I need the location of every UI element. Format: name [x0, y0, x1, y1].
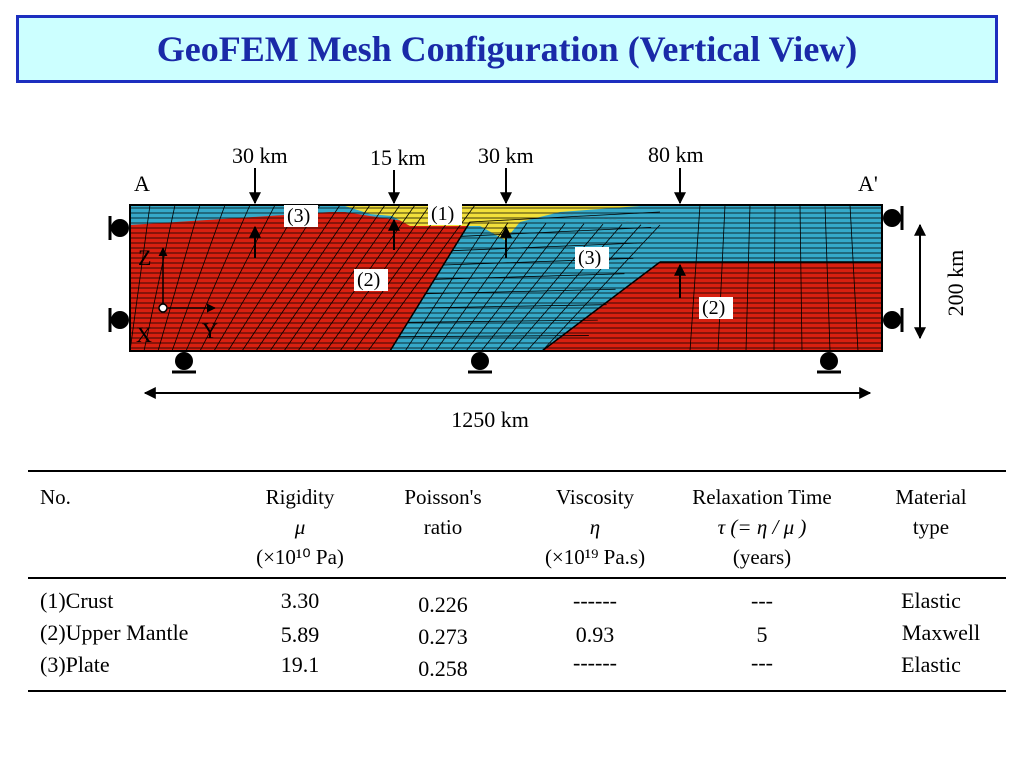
- header-no: No.: [40, 485, 71, 509]
- mesh-outline: [129, 204, 883, 352]
- row-2-relaxation: 5: [756, 622, 768, 647]
- header-relaxation: Relaxation Time τ (= η / μ ) (years): [692, 485, 832, 569]
- row-1-no: (1)Crust: [40, 588, 114, 613]
- row-3-relaxation: ---: [751, 650, 773, 675]
- right-supports: [883, 206, 904, 332]
- axis-indicator: Z X Y: [136, 245, 218, 347]
- header-poisson: Poisson's ratio: [404, 485, 482, 539]
- row-1-viscosity: ------: [573, 588, 617, 613]
- header-viscosity: Viscosity η (×10¹⁹ Pa.s): [544, 485, 646, 569]
- depth-30km-left: 30 km: [232, 143, 288, 168]
- region-tag-mantle-left: (2): [354, 269, 388, 291]
- header-rigidity: Rigidity μ (×10¹⁰ Pa): [256, 485, 344, 569]
- svg-text:(2): (2): [357, 269, 380, 291]
- table-top-rule: [28, 470, 1006, 472]
- row-3-viscosity: ------: [573, 650, 617, 675]
- row-2-no: (2)Upper Mantle: [40, 620, 189, 645]
- table-bottom-rule: [28, 690, 1006, 692]
- depth-30km-mid: 30 km: [478, 143, 534, 168]
- title-banner: GeoFEM Mesh Configuration (Vertical View…: [16, 15, 998, 83]
- height-200km: 200 km: [943, 250, 968, 317]
- width-1250km: 1250 km: [451, 407, 529, 432]
- depth-80km: 80 km: [648, 142, 704, 167]
- row-2-material: Maxwell: [901, 620, 981, 645]
- row-2-viscosity: 0.93: [575, 622, 615, 647]
- row-3-poisson: 0.258: [418, 656, 468, 681]
- axis-z-label: Z: [138, 245, 151, 270]
- mesh-regions: [130, 205, 882, 351]
- row-2-rigidity: 5.89: [280, 622, 320, 647]
- axis-y-label: Y: [202, 318, 218, 343]
- row-1-relaxation: ---: [751, 588, 773, 613]
- region-tag-crust: (1): [428, 203, 462, 225]
- bottom-supports: [172, 352, 841, 374]
- row-1-material: Elastic: [901, 588, 961, 613]
- label-a-prime: A': [858, 171, 878, 196]
- svg-text:(2): (2): [702, 297, 725, 319]
- page-title: GeoFEM Mesh Configuration (Vertical View…: [156, 29, 858, 69]
- subducting-plate: [390, 212, 882, 351]
- svg-text:(3): (3): [287, 205, 310, 227]
- region-tag-plate-left: (3): [284, 205, 318, 227]
- svg-text:(3): (3): [578, 247, 601, 269]
- header-material: Material type: [895, 485, 967, 539]
- row-3-rigidity: 19.1: [280, 652, 320, 677]
- mesh-diagram: A A' 30 km 15 km 30 km 80 km (3) (1) (3)…: [108, 142, 968, 432]
- row-1-poisson: 0.226: [418, 592, 468, 617]
- row-1-rigidity: 3.30: [280, 588, 320, 613]
- label-a: A: [134, 171, 150, 196]
- region-tag-plate-mid: (3): [575, 247, 609, 269]
- region-tag-mantle-right: (2): [699, 297, 733, 319]
- row-3-material: Elastic: [901, 652, 961, 677]
- row-2-poisson: 0.273: [418, 624, 468, 649]
- svg-text:(1): (1): [431, 203, 454, 225]
- depth-15km: 15 km: [370, 145, 426, 170]
- axis-x-label: X: [136, 322, 152, 347]
- table-header-rule: [28, 577, 1006, 579]
- left-supports: [108, 216, 129, 332]
- row-3-no: (3)Plate: [40, 652, 110, 677]
